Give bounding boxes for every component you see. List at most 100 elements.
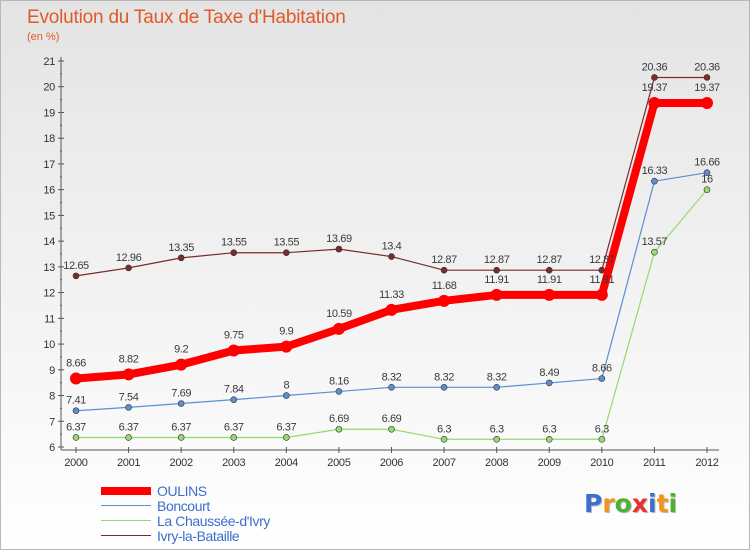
data-label: 8.32 [382,371,402,383]
data-point [122,368,135,381]
data-point [440,435,448,443]
data-label: 11.91 [589,274,614,286]
data-label: 9.9 [279,326,293,338]
data-point [703,169,711,176]
data-point [440,383,448,391]
data-label: 6.69 [382,413,402,425]
data-label: 13.69 [326,233,352,245]
data-point [230,396,238,403]
y-tick-label: 14 [43,236,55,248]
data-label: 7.84 [224,384,244,396]
y-tick-label: 20 [43,82,55,94]
data-label: 7.54 [119,391,139,403]
data-point [230,434,238,441]
data-point [335,425,343,433]
data-point [72,407,80,415]
data-label: 8.82 [119,353,139,365]
data-point [651,177,658,185]
legend-swatch [101,534,151,537]
x-tick-label: 2008 [485,457,508,469]
data-label: 8.66 [592,363,612,375]
data-label: 8.49 [539,367,559,379]
logo-letter: r [602,489,615,518]
logo-letter: P [584,489,603,518]
y-tick-label: 16 [43,185,55,197]
legend-label: Boncourt [157,497,210,514]
data-label: 6.3 [490,423,504,435]
data-point [703,186,711,193]
data-labels-layer: 12.65 12.96 13.35 13.55 13.55 13.69 13.4 12.87 1… [63,61,720,435]
data-point [335,245,343,253]
series-la-chauss-e-d-ivry [72,186,711,443]
data-label: 11.91 [484,274,509,286]
x-tick-label: 2000 [64,457,87,469]
x-tick-label: 2003 [222,457,245,469]
y-tick-label: 6 [49,442,55,454]
y-tick-label: 9 [49,365,55,377]
y-tick-label: 7 [49,416,55,428]
legend-item: Boncourt [101,497,270,514]
x-tick-label: 2002 [170,457,193,469]
data-point [598,435,606,443]
data-point [70,372,82,385]
data-point [595,288,608,301]
data-label: 13.55 [221,237,247,249]
data-point [125,404,132,411]
data-label: 12.96 [116,252,142,264]
data-point [125,434,132,441]
data-point [440,266,448,274]
y-tick-label: 17 [43,159,55,171]
series-layer [70,74,713,443]
data-point [283,434,290,441]
data-label: 20.36 [694,61,720,73]
data-label: 20.36 [642,61,668,73]
x-tick-label: 2004 [275,457,298,469]
x-tick-label: 2011 [643,457,666,469]
chart-legend: OULINS Boncourt La Chaussée-d'Ivry Ivry-la-… [101,483,270,544]
data-point [651,248,658,256]
x-tick-label: 2012 [695,457,718,469]
data-point [227,344,240,357]
series-oulins [70,96,713,385]
data-point [388,383,395,391]
data-label: 13.4 [382,241,402,253]
x-tick-label: 2001 [117,457,140,469]
data-point [177,434,185,441]
data-label: 6.37 [119,421,139,433]
data-point [543,288,556,301]
data-label: 6.3 [595,423,609,435]
data-point [175,358,188,371]
data-point [438,294,451,307]
y-tick-label: 10 [43,339,55,351]
x-tick-label: 2006 [380,457,403,469]
data-label: 16.66 [694,157,720,169]
data-label: 10.59 [326,308,352,320]
data-point [230,249,238,257]
data-point [598,375,606,382]
data-label: 16.33 [642,165,668,177]
data-label: 9.2 [174,344,188,356]
x-tick-label: 2005 [327,457,350,469]
y-tick-label: 12 [43,288,55,300]
data-label: 12.87 [589,254,615,266]
y-tick-label: 19 [43,107,55,119]
data-point [283,392,290,399]
logo-letter: t [656,489,669,518]
logo-letter: o [614,489,632,518]
legend-label: La Chaussée-d'Ivry [157,512,270,529]
data-point [385,303,398,316]
data-label: 6.37 [171,421,191,433]
data-label: 12.87 [431,254,457,266]
data-label: 9.75 [224,330,244,342]
data-point [493,266,500,274]
proxiti-logo: Proxiti [584,489,677,518]
data-label: 12.87 [484,254,510,266]
legend-item: La Chaussée-d'Ivry [101,512,270,529]
legend-swatch [101,504,151,507]
y-tick-label: 11 [44,313,55,325]
data-label: 8.32 [434,371,454,383]
y-tick-label: 13 [43,262,55,274]
data-point [545,435,553,443]
